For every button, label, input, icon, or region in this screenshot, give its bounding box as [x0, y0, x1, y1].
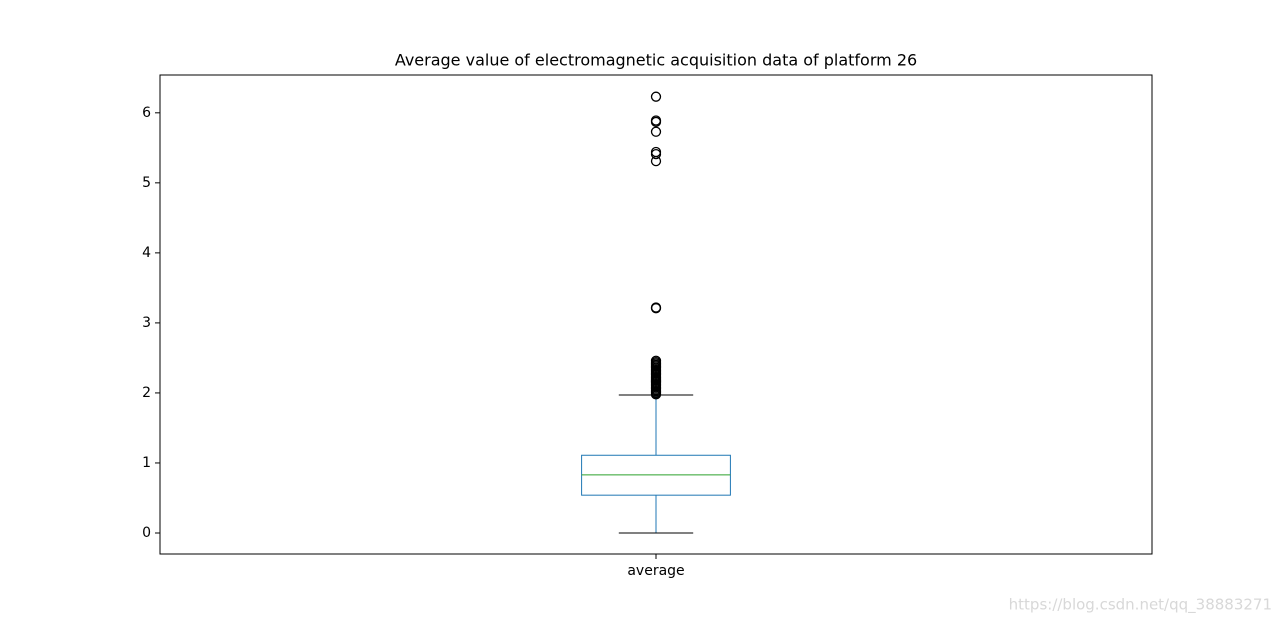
flier — [650, 146, 662, 158]
y-tick-label: 3 — [142, 315, 151, 331]
plot-frame — [159, 74, 1153, 555]
y-tick-label: 0 — [142, 525, 151, 541]
flier — [650, 302, 662, 313]
chart-title: Average value of electromagnetic acquisi… — [395, 51, 917, 70]
y-tick-label: 4 — [142, 245, 151, 261]
y-tick-label: 5 — [142, 175, 151, 191]
flier — [650, 115, 662, 126]
y-tick-label: 6 — [142, 105, 151, 121]
flier — [650, 126, 662, 137]
watermark: https://blog.csdn.net/qq_38883271 — [1009, 596, 1272, 615]
flier — [650, 91, 662, 102]
y-tick-label: 2 — [142, 385, 151, 401]
y-tick-label: 1 — [142, 455, 151, 471]
x-tick-label: average — [627, 563, 684, 579]
flier — [650, 355, 662, 366]
